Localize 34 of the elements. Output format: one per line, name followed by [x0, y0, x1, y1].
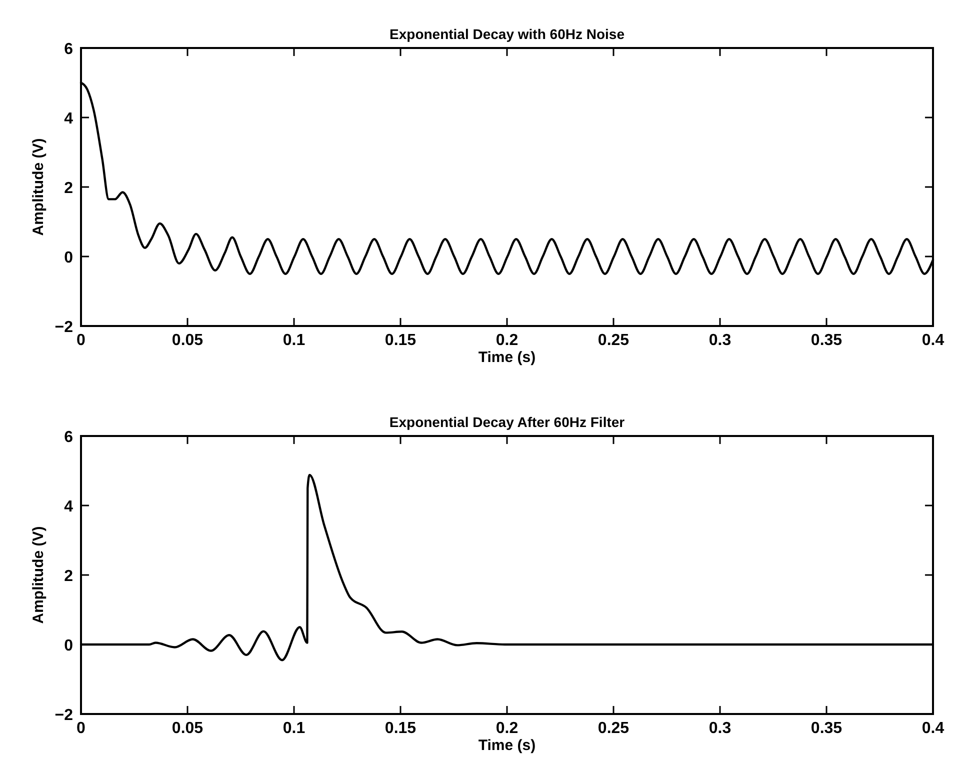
x-tick-label: 0.15 — [384, 720, 416, 737]
y-tick-label: 4 — [64, 110, 74, 128]
x-tick-label: 0.35 — [810, 332, 842, 349]
y-tick-label: −2 — [54, 319, 74, 336]
y-axis-title: Amplitude (V) — [30, 138, 47, 236]
y-tick-label: 6 — [64, 41, 74, 58]
x-tick-label: 0.2 — [496, 720, 518, 737]
chart-title: Exponential Decay After 60Hz Filter — [389, 414, 626, 430]
x-tick-label: 0.05 — [172, 332, 204, 349]
x-axis-title: Time (s) — [478, 737, 536, 754]
y-tick-label: −2 — [54, 707, 74, 724]
y-tick-label: 2 — [64, 568, 74, 585]
x-axis-title: Time (s) — [478, 349, 536, 366]
chart-title: Exponential Decay with 60Hz Noise — [390, 26, 625, 42]
x-tick-label: 0.4 — [922, 720, 944, 737]
x-tick-label: 0.1 — [282, 332, 306, 349]
x-tick-label: 0.05 — [172, 720, 204, 737]
y-axis-title: Amplitude (V) — [30, 526, 47, 624]
x-tick-label: 0 — [76, 332, 86, 349]
y-tick-label: 0 — [64, 250, 74, 266]
x-tick-label: 0.35 — [810, 720, 842, 737]
x-tick-label: 0.4 — [922, 332, 944, 349]
x-tick-label: 0.1 — [282, 720, 306, 737]
y-tick-label: 0 — [64, 638, 74, 654]
x-tick-label: 0.15 — [384, 332, 416, 349]
y-tick-label: 2 — [64, 180, 74, 197]
x-tick-label: 0.3 — [708, 332, 732, 349]
x-tick-label: 0.25 — [598, 720, 630, 737]
y-tick-label: 4 — [64, 498, 74, 516]
x-tick-label: 0.25 — [598, 332, 630, 349]
y-tick-label: 6 — [64, 429, 74, 446]
x-tick-label: 0.2 — [496, 332, 518, 349]
x-tick-label: 0 — [76, 720, 86, 737]
x-tick-label: 0.3 — [708, 720, 732, 737]
